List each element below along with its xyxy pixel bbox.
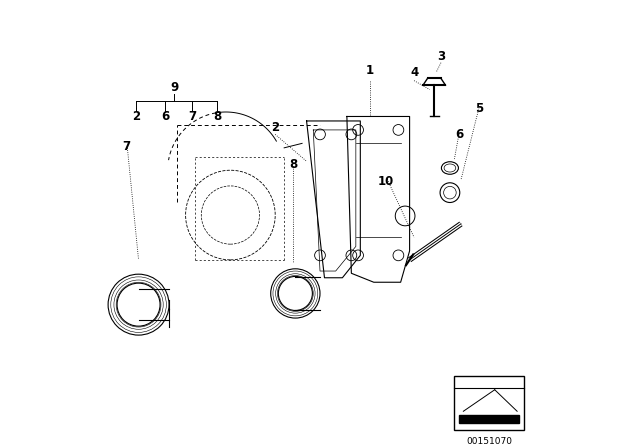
Text: 9: 9 (170, 81, 179, 94)
Text: 8: 8 (289, 158, 297, 172)
Text: 4: 4 (410, 66, 418, 79)
Text: 2: 2 (271, 121, 279, 134)
Text: 00151070: 00151070 (466, 437, 512, 446)
Text: 3: 3 (437, 49, 445, 63)
Text: 6: 6 (456, 128, 464, 141)
Text: 10: 10 (378, 175, 394, 188)
Text: 1: 1 (366, 64, 374, 78)
Text: 6: 6 (161, 110, 170, 123)
Text: 2: 2 (132, 110, 140, 123)
Bar (459, 415, 520, 423)
Text: 8: 8 (213, 110, 221, 123)
Text: 5: 5 (475, 102, 483, 115)
Text: 7: 7 (188, 110, 196, 123)
Text: 7: 7 (122, 140, 131, 154)
